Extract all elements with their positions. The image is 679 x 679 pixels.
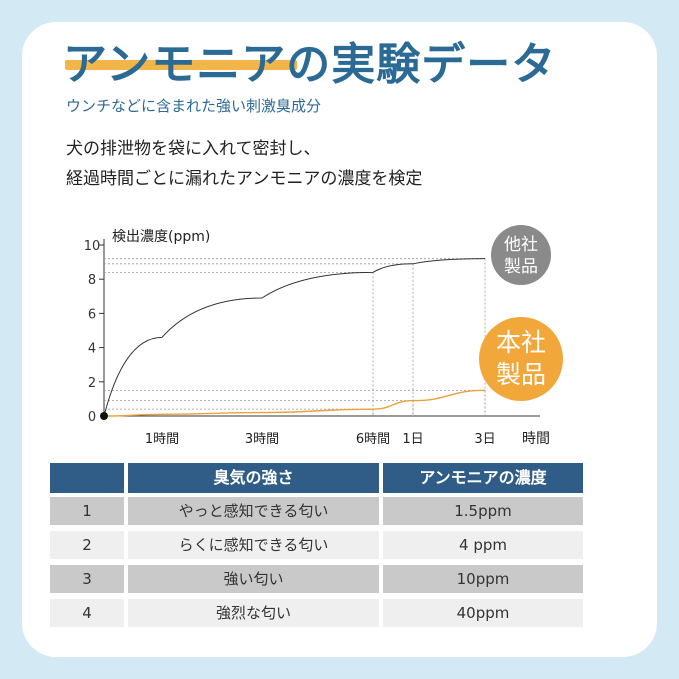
table-row: 1 やっと感知できる匂い 1.5ppm <box>50 497 583 525</box>
title-highlight <box>65 60 297 70</box>
y-tick-label: 8 <box>88 273 96 288</box>
table-cell: 2 <box>50 531 124 559</box>
x-tick-label: 3日 <box>474 432 495 447</box>
origin-point <box>100 412 108 420</box>
y-tick-label: 0 <box>88 410 96 425</box>
badge-ours-text-1: 本社 <box>496 328 546 357</box>
badge-ours <box>479 317 563 401</box>
description-line-1: 犬の排泄物を袋に入れて密封し、 <box>66 139 321 159</box>
badge-ours-text-2: 製品 <box>496 360 546 389</box>
table-header-row: 臭気の強さ アンモニアの濃度 <box>50 463 583 493</box>
description: 犬の排泄物を袋に入れて密封し、 経過時間ごとに漏れたアンモニアの濃度を検定 <box>66 134 422 194</box>
y-tick-label: 6 <box>88 307 96 322</box>
x-axis-label: 時間 <box>522 431 550 447</box>
y-tick-label: 4 <box>88 342 96 357</box>
table-cell: 強烈な匂い <box>128 599 379 627</box>
series-line-other <box>103 258 486 417</box>
badge-other-text-2: 製品 <box>504 257 538 277</box>
table-row: 2 らくに感知できる匂い 4 ppm <box>50 531 583 559</box>
x-tick-label: 1時間 <box>145 432 179 447</box>
table-cell: 1 <box>50 497 124 525</box>
table-cell: らくに感知できる匂い <box>128 531 379 559</box>
table-cell: 4 ppm <box>383 531 583 559</box>
x-tick-label: 1日 <box>402 432 423 447</box>
series-line-ours <box>103 389 486 417</box>
table-header-cell <box>50 463 124 493</box>
badge-other <box>491 225 551 285</box>
table-cell: 強い匂い <box>128 565 379 593</box>
y-tick-label: 10 <box>84 239 101 254</box>
table-row: 4 強烈な匂い 40ppm <box>50 599 583 627</box>
description-line-2: 経過時間ごとに漏れたアンモニアの濃度を検定 <box>66 169 423 189</box>
table-header-cell: 臭気の強さ <box>128 463 379 493</box>
table-cell: 4 <box>50 599 124 627</box>
table-header-cell: アンモニアの濃度 <box>383 463 583 493</box>
y-tick-label: 2 <box>88 376 96 391</box>
page-title: アンモニアの実験データ <box>63 39 557 90</box>
table-row: 3 強い匂い 10ppm <box>50 565 583 593</box>
table-cell: やっと感知できる匂い <box>128 497 379 525</box>
x-tick-label: 3時間 <box>245 432 279 447</box>
y-axis-label: 検出濃度(ppm) <box>112 229 210 245</box>
badge-other-text-1: 他社 <box>504 235 538 255</box>
table-cell: 10ppm <box>383 565 583 593</box>
table-cell: 3 <box>50 565 124 593</box>
table-cell: 40ppm <box>383 599 583 627</box>
subtitle: ウンチなどに含まれた強い刺激臭成分 <box>66 97 322 115</box>
x-tick-label: 6時間 <box>356 432 390 447</box>
table-cell: 1.5ppm <box>383 497 583 525</box>
